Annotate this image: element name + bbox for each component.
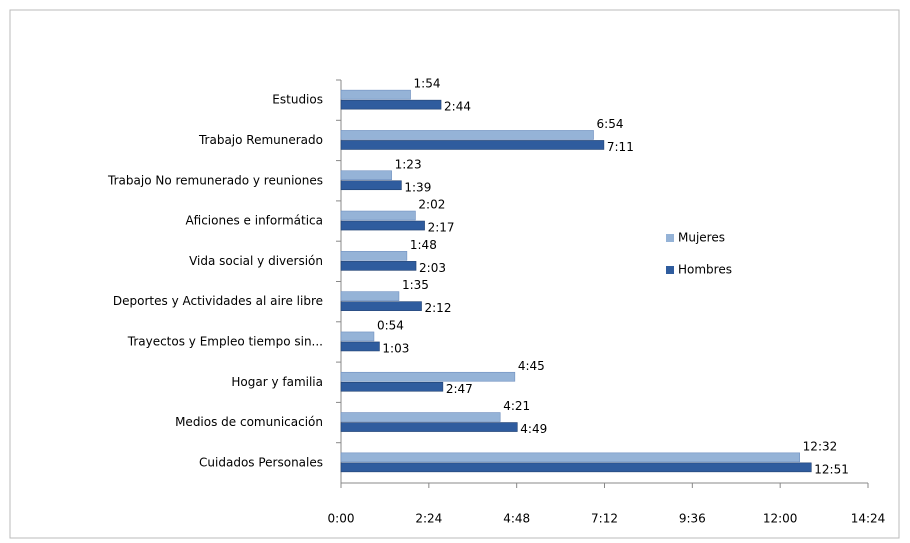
bar [340, 130, 594, 140]
x-tick-label: 7:12 [591, 512, 618, 526]
y-tick-label: Deportes y Actividades al aire libre [113, 294, 323, 308]
y-tick-label: Trabajo No remunerado y reuniones [107, 173, 323, 187]
bar [340, 422, 518, 432]
bar [340, 170, 392, 181]
bar [340, 452, 800, 463]
x-tick-label: 9:36 [679, 512, 706, 526]
legend-label: Hombres [678, 263, 732, 277]
bar [340, 371, 516, 382]
data-label: 1:23 [395, 157, 422, 171]
data-label: 2:47 [446, 382, 473, 396]
data-label: 2:12 [425, 301, 452, 315]
bar [340, 331, 375, 342]
y-tick-label: Cuidados Personales [199, 455, 323, 469]
y-tick-label: Estudios [272, 93, 323, 107]
chart-border [9, 9, 900, 539]
data-label: 4:49 [520, 422, 547, 436]
data-label: 12:51 [814, 462, 849, 476]
legend-swatch [666, 234, 674, 242]
data-label: 2:17 [428, 221, 455, 235]
x-tick-label: 12:00 [763, 512, 798, 526]
data-label: 2:03 [419, 261, 446, 275]
data-label: 1:48 [410, 238, 437, 252]
bar [340, 261, 417, 271]
data-label: 4:45 [518, 359, 545, 373]
data-label: 4:21 [503, 399, 530, 413]
y-tick-label: Hogar y familia [231, 375, 323, 389]
data-label: 12:32 [803, 439, 838, 453]
y-tick-label: Trayectos y Empleo tiempo sin... [127, 334, 323, 348]
data-label: 1:03 [382, 341, 409, 355]
bar [340, 381, 444, 392]
data-label: 1:54 [414, 77, 441, 91]
data-label: 6:54 [597, 117, 624, 131]
bar [340, 251, 408, 261]
bar [340, 341, 380, 352]
x-tick-label: 2:24 [415, 512, 442, 526]
bar [340, 180, 402, 191]
bar [340, 412, 501, 422]
bar [340, 140, 605, 150]
bar [340, 301, 422, 311]
bar [340, 210, 416, 221]
bar [340, 291, 400, 301]
data-label: 0:54 [377, 318, 404, 332]
x-tick-label: 4:48 [503, 512, 530, 526]
y-tick-label: Trabajo Remunerado [198, 133, 323, 147]
legend-label: Mujeres [678, 231, 725, 245]
data-label: 7:11 [607, 140, 634, 154]
data-label: 1:39 [404, 180, 431, 194]
data-label: 2:02 [418, 198, 445, 212]
bar [340, 89, 411, 100]
data-label: 1:35 [402, 278, 429, 292]
x-tick-label: 14:24 [851, 512, 886, 526]
y-tick-label: Aficiones e informática [185, 214, 323, 228]
x-tick-label: 0:00 [328, 512, 355, 526]
y-tick-label: Medios de comunicación [175, 415, 323, 429]
bar [340, 462, 812, 473]
bar [340, 220, 425, 231]
y-tick-label: Vida social y diversión [189, 254, 323, 268]
legend-swatch [666, 266, 674, 274]
bar [340, 99, 442, 110]
data-label: 2:44 [444, 100, 471, 114]
